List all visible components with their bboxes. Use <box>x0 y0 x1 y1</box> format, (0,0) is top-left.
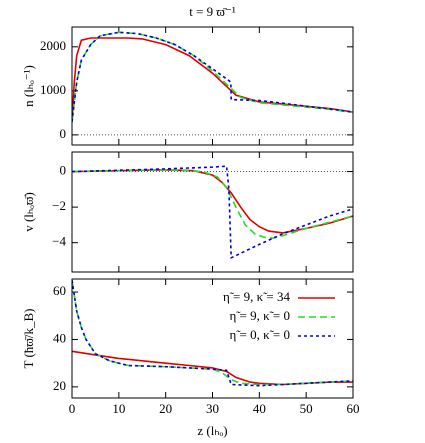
y-tick-label: 2000 <box>40 38 66 53</box>
y-tick-label: 0 <box>60 163 67 178</box>
y-tick-label: 40 <box>53 330 66 345</box>
frame <box>71 151 354 273</box>
y-tick-label: 60 <box>53 283 66 298</box>
x-tick-label: 40 <box>253 401 266 416</box>
y-tick-label: 1000 <box>40 82 66 97</box>
y-tick-label: 20 <box>53 378 66 393</box>
y-tick-label: −2 <box>52 198 66 213</box>
x-tick-label: 0 <box>69 401 76 416</box>
y-axis-label: v (lₕₒϖ̄) <box>21 192 36 232</box>
x-tick-label: 50 <box>300 401 313 416</box>
series-line <box>72 168 353 240</box>
x-tick-label: 10 <box>112 401 125 416</box>
x-axis-label: z (lₕₒ) <box>197 423 227 438</box>
series-line <box>72 280 353 387</box>
series-line <box>72 350 353 386</box>
frame <box>71 278 354 399</box>
y-tick-label: −4 <box>52 234 66 249</box>
y-axis-label: T (ħϖ̄/k_B) <box>21 309 36 369</box>
series-line <box>72 165 353 260</box>
frame <box>71 26 354 146</box>
legend-label: η̃ = 9, κ̃ = 34 <box>223 289 291 304</box>
plot-area <box>72 31 353 122</box>
x-tick-label: 20 <box>159 401 172 416</box>
series-line <box>72 37 353 122</box>
series-line <box>72 280 353 386</box>
series-line <box>72 168 353 234</box>
legend-label: η̃ = 0, κ̃ = 0 <box>229 327 290 342</box>
x-tick-label: 60 <box>347 401 360 416</box>
y-axis-label: n (lₕₒ⁻¹) <box>21 65 36 107</box>
legend-label: η̃ = 9, κ̃ = 0 <box>229 308 290 323</box>
y-tick-label: 0 <box>60 126 67 141</box>
plot-area <box>72 165 353 260</box>
series-line <box>72 31 353 122</box>
chart-title: t = 9 ϖ̄⁻¹ <box>189 4 236 19</box>
x-tick-label: 30 <box>206 401 219 416</box>
series-line <box>72 31 353 122</box>
plot-area <box>72 280 353 387</box>
